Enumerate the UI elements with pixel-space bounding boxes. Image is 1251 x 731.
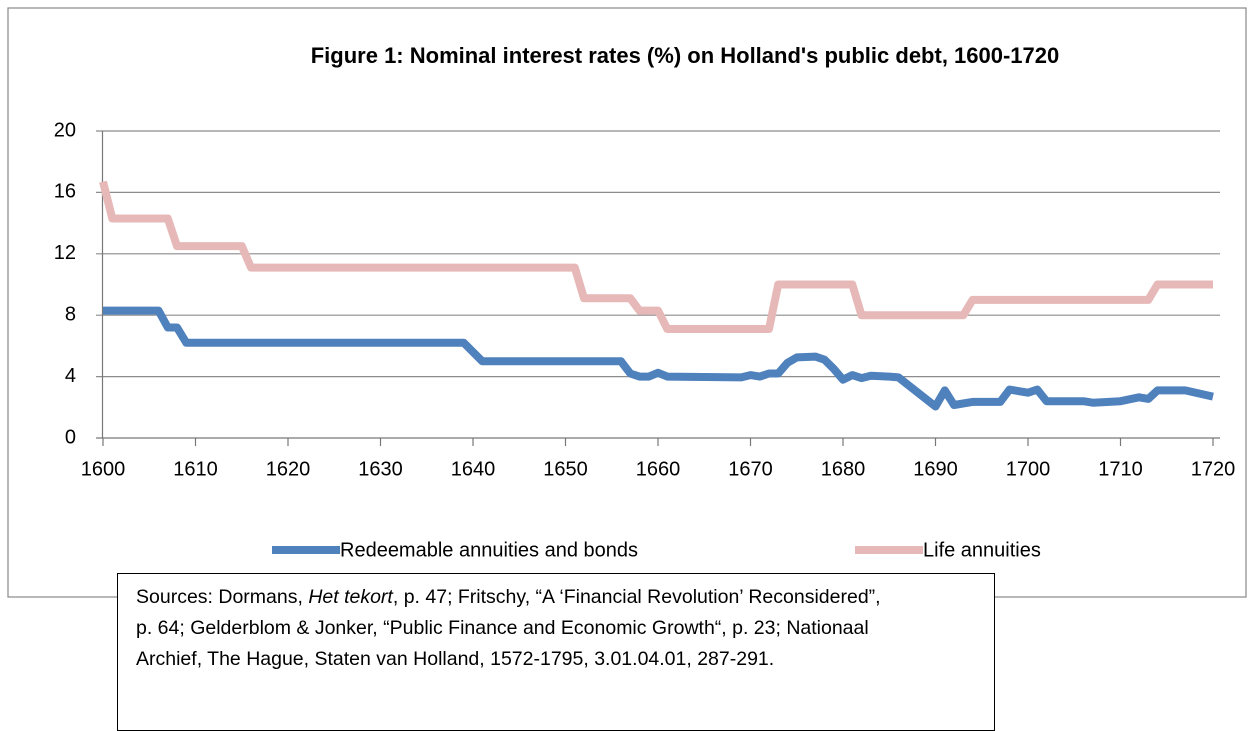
y-tick-label: 16 [54, 181, 76, 203]
chart: Figure 1: Nominal interest rates (%) on … [7, 7, 1247, 598]
page: Figure 1: Nominal interest rates (%) on … [7, 7, 1247, 731]
x-tick-label: 1650 [543, 458, 588, 480]
x-tick-label: 1710 [1098, 458, 1143, 480]
y-tick-label: 12 [54, 242, 76, 264]
y-tick-label: 4 [65, 365, 76, 387]
y-tick-label: 0 [65, 426, 76, 448]
series-line [103, 306, 1214, 411]
sources-text: Archief, The Hague, Staten van Holland, … [136, 648, 775, 670]
sources-note: Sources: Dormans, Het tekort, p. 47; Fri… [117, 573, 995, 731]
x-tick-label: 1620 [266, 458, 311, 480]
legend-label: Life annuities [923, 539, 1041, 561]
y-tick-label: 8 [65, 303, 76, 325]
sources-text: Het tekort [308, 586, 393, 608]
x-tick-label: 1640 [451, 458, 496, 480]
sources-text: , p. 47; Fritschy, “A ‘Financial Revolut… [392, 586, 881, 608]
x-tick-label: 1660 [636, 458, 681, 480]
x-tick-label: 1680 [821, 458, 866, 480]
sources-text: Sources: Dormans, [136, 586, 309, 608]
sources-text: p. 64; Gelderblom & Jonker, “Public Fina… [136, 617, 869, 639]
x-tick-label: 1700 [1006, 458, 1051, 480]
x-tick-label: 1670 [728, 458, 773, 480]
x-tick-label: 1720 [1191, 458, 1236, 480]
x-tick-label: 1690 [913, 458, 958, 480]
legend-label: Redeemable annuities and bonds [340, 539, 638, 561]
series-line [99, 180, 1213, 333]
x-tick-label: 1600 [81, 458, 126, 480]
y-tick-label: 20 [54, 119, 76, 141]
x-tick-label: 1630 [358, 458, 403, 480]
x-tick-label: 1610 [173, 458, 218, 480]
chart-title: Figure 1: Nominal interest rates (%) on … [311, 43, 1060, 68]
